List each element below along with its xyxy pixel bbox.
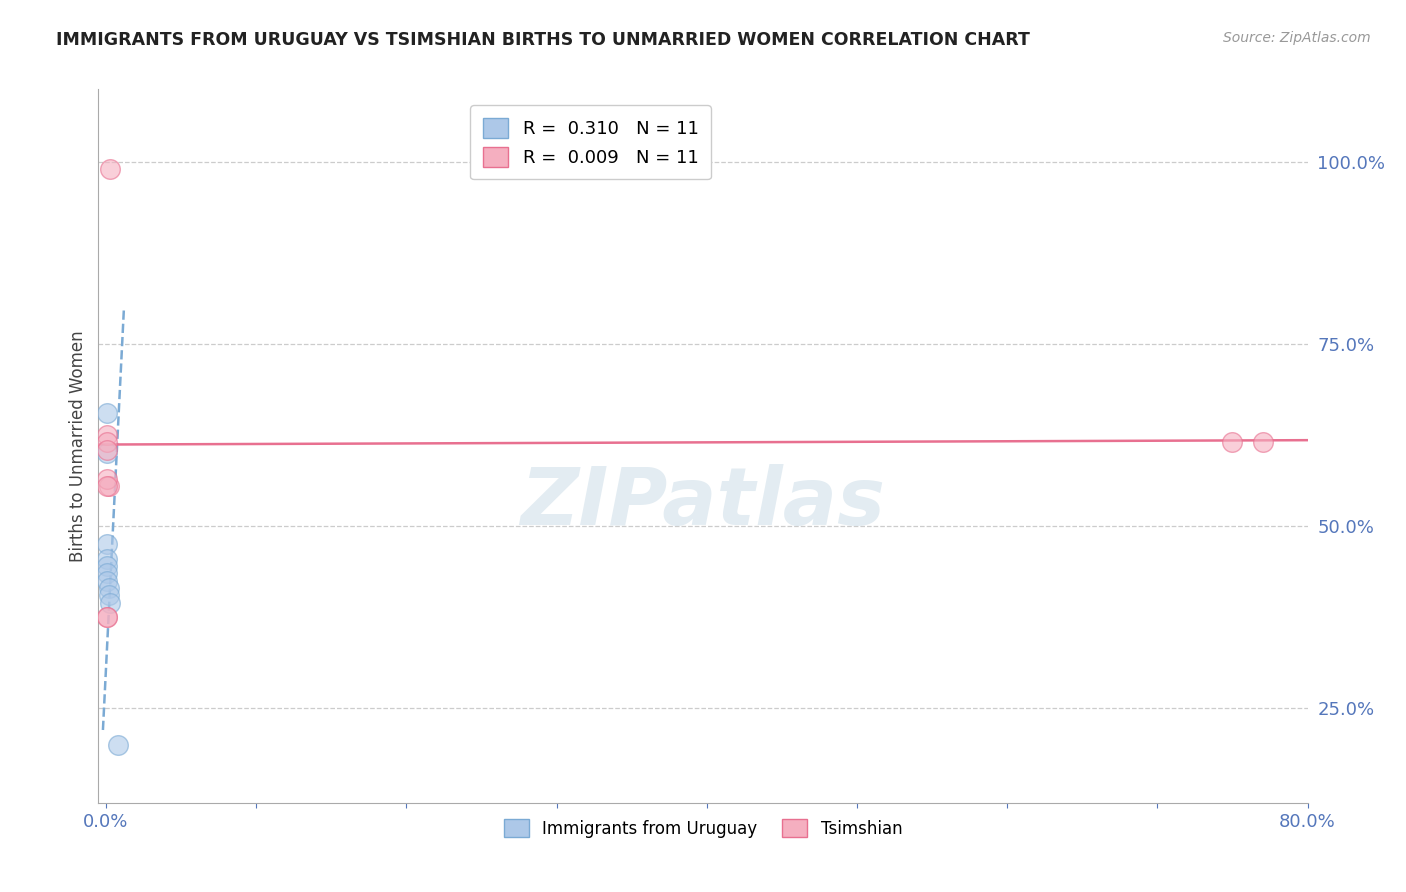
Point	[96, 574, 118, 588]
Point	[96, 610, 118, 624]
Point	[100, 596, 122, 610]
Text: IMMIGRANTS FROM URUGUAY VS TSIMSHIAN BIRTHS TO UNMARRIED WOMEN CORRELATION CHART: IMMIGRANTS FROM URUGUAY VS TSIMSHIAN BIR…	[56, 31, 1031, 49]
Point	[100, 162, 122, 177]
Point	[96, 537, 118, 551]
Point	[96, 442, 118, 457]
Legend: Immigrants from Uruguay, Tsimshian: Immigrants from Uruguay, Tsimshian	[498, 813, 908, 845]
Point	[97, 581, 120, 595]
Point	[96, 559, 118, 574]
Point	[97, 588, 120, 602]
Point	[96, 446, 118, 460]
Point	[96, 472, 118, 486]
Point	[1222, 435, 1244, 450]
Point	[1251, 435, 1274, 450]
Point	[96, 435, 118, 450]
Text: ZIPatlas: ZIPatlas	[520, 464, 886, 542]
Point	[96, 552, 118, 566]
Point	[96, 566, 118, 581]
Point	[96, 406, 118, 420]
Point	[97, 479, 120, 493]
Point	[96, 479, 118, 493]
Text: Source: ZipAtlas.com: Source: ZipAtlas.com	[1223, 31, 1371, 45]
Point	[107, 738, 129, 752]
Point	[96, 610, 118, 624]
Point	[96, 428, 118, 442]
Y-axis label: Births to Unmarried Women: Births to Unmarried Women	[69, 330, 87, 562]
